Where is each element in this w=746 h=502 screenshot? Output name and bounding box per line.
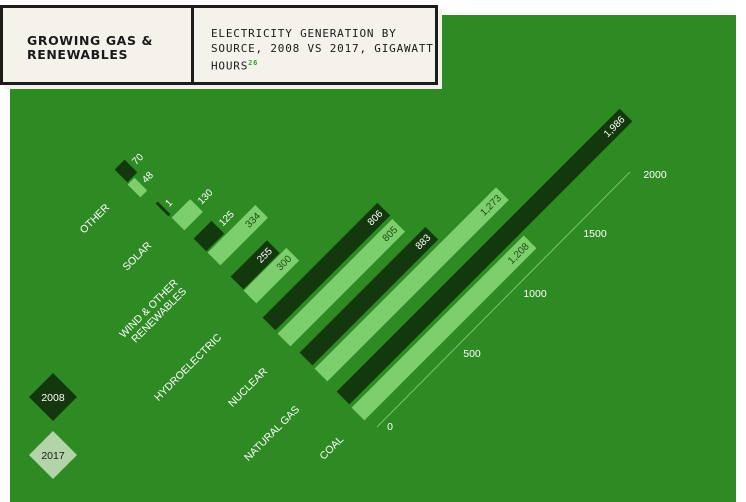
bar-2017 xyxy=(277,218,406,347)
category-label: SOLAR xyxy=(120,239,154,273)
bar-2017 xyxy=(314,187,509,382)
bar-2008 xyxy=(299,226,439,366)
bar-group: 883 xyxy=(299,226,439,366)
category-label: OTHER xyxy=(78,201,113,236)
title-divider xyxy=(191,8,194,82)
bar-group: 805 xyxy=(277,218,406,347)
legend-swatch xyxy=(29,431,77,479)
category-label: NUCLEAR xyxy=(226,365,270,409)
bar-value-label: 48 xyxy=(140,170,156,186)
bar-2008 xyxy=(155,201,171,217)
bar-2017 xyxy=(351,235,537,421)
bar-2017 xyxy=(207,205,268,266)
axis-tick-label: 2000 xyxy=(643,169,667,181)
bar-group: 255 xyxy=(230,240,280,290)
category-label-group: SOLAR xyxy=(120,239,154,273)
bar-group: 1 xyxy=(155,197,176,217)
bar-2017 xyxy=(243,247,300,304)
bar-2008 xyxy=(114,159,138,183)
category-label-group: OTHER xyxy=(78,201,113,236)
legend-label: 2017 xyxy=(41,450,65,462)
bar-2017 xyxy=(127,177,148,198)
chart-title: GROWING GAS & RENEWABLES xyxy=(27,33,154,62)
bar-2008 xyxy=(230,240,280,290)
bar-group: 1,986 xyxy=(336,108,633,405)
category-label-group: NUCLEAR xyxy=(226,365,270,409)
category-label-group: COAL xyxy=(317,434,346,463)
chart-subtitle-text: ELECTRICITY GENERATION BY SOURCE, 2008 V… xyxy=(211,27,434,73)
bar-group: 300 xyxy=(243,247,300,304)
bar-value-label: 130 xyxy=(196,187,216,207)
axis-tick-label: 1500 xyxy=(583,228,607,240)
bar-2008 xyxy=(193,220,225,252)
category-label: COAL xyxy=(317,434,346,463)
bar-value-label: 1 xyxy=(164,197,176,209)
axis-tick-label: 500 xyxy=(463,348,481,360)
bar-group: 334 xyxy=(207,205,268,266)
bar-group: 806 xyxy=(262,202,391,331)
axis-tick-label: 1000 xyxy=(523,288,547,300)
chart-subtitle: ELECTRICITY GENERATION BY SOURCE, 2008 V… xyxy=(211,26,436,74)
category-label: HYDROELECTRIC xyxy=(152,331,224,403)
legend-swatch xyxy=(29,373,77,421)
value-axis-line xyxy=(376,171,631,428)
bar-2008 xyxy=(336,108,633,405)
legend-label: 2008 xyxy=(41,392,65,404)
bar-value-label: 70 xyxy=(130,152,146,168)
category-label-group: HYDROELECTRIC xyxy=(152,331,224,403)
title-box: GROWING GAS & RENEWABLES ELECTRICITY GEN… xyxy=(0,5,438,85)
bar-value-label: 125 xyxy=(217,209,237,229)
category-label-group: WIND & OTHERRENEWABLES xyxy=(117,277,189,349)
footnote-marker: 26 xyxy=(248,59,259,67)
bar-2017 xyxy=(171,199,203,231)
bar-2008 xyxy=(262,202,391,331)
category-label: NATURAL GAS xyxy=(242,404,302,464)
category-label-group: NATURAL GAS xyxy=(242,404,302,464)
category-label: WIND & OTHERRENEWABLES xyxy=(117,277,189,349)
axis-tick-label: 0 xyxy=(387,421,393,433)
